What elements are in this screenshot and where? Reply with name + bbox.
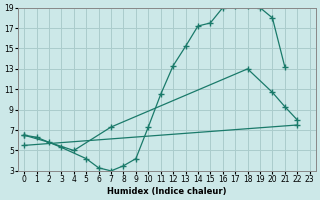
X-axis label: Humidex (Indice chaleur): Humidex (Indice chaleur) xyxy=(107,187,227,196)
